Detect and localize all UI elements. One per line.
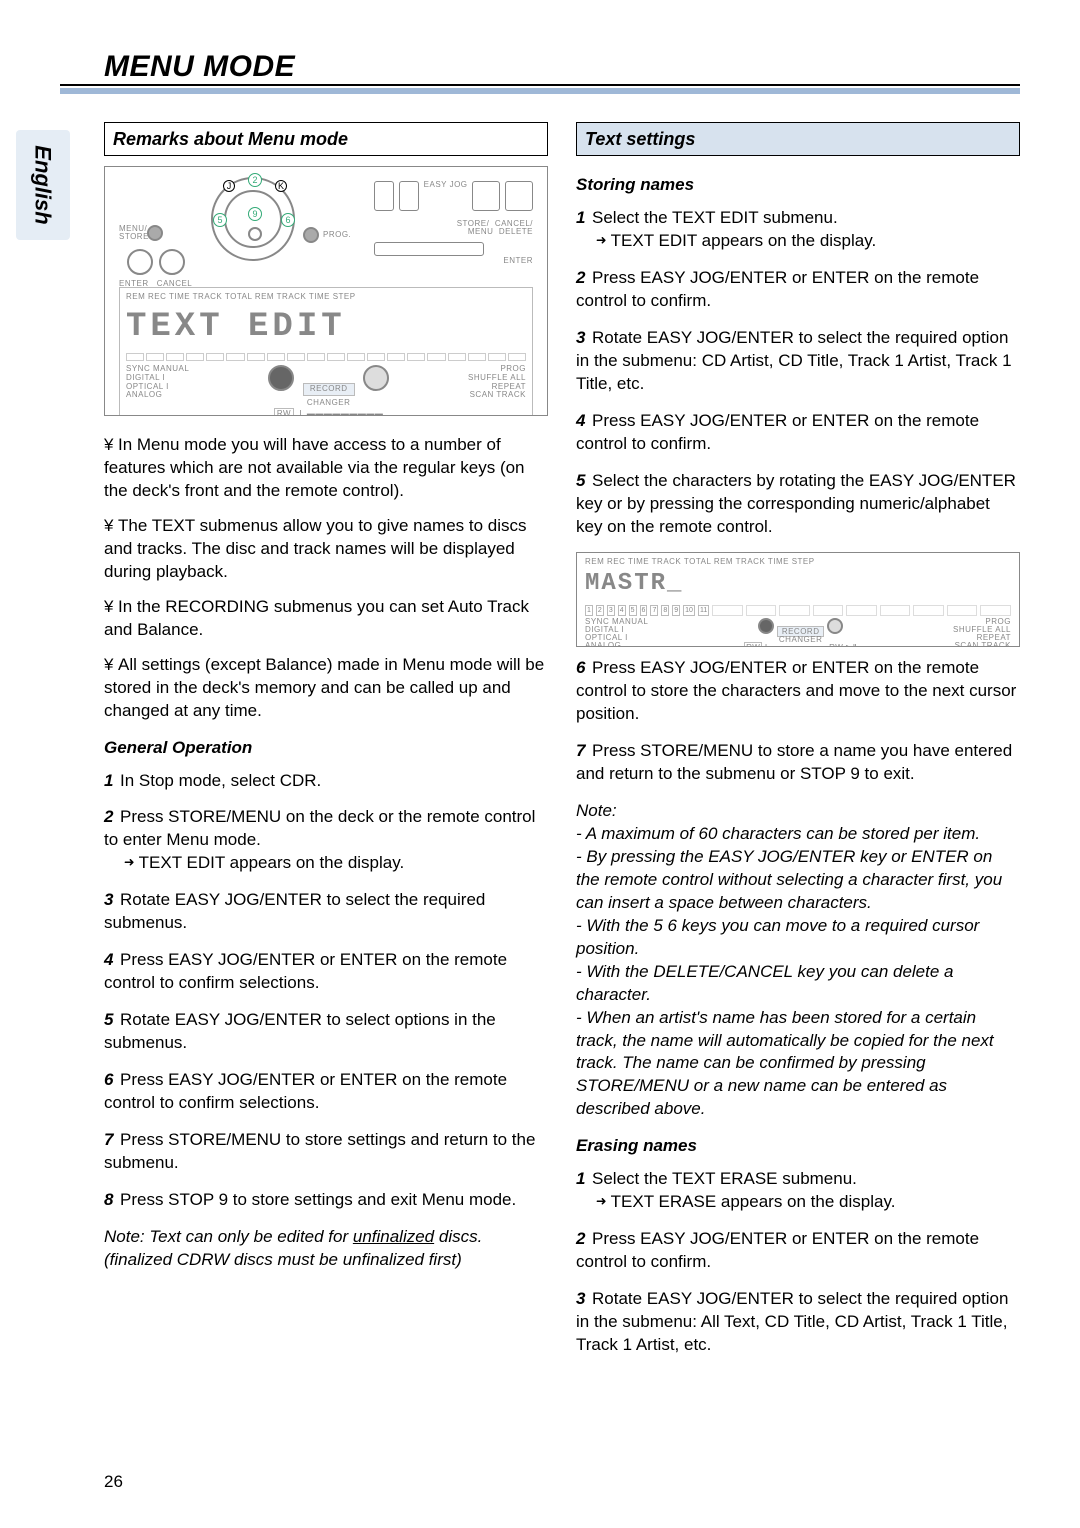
blue-rule [60,88,1020,94]
record-label: RECORD [303,383,355,396]
ts-step-5: 5Select the characters by rotating the E… [576,470,1020,539]
page: MENU MODE English Remarks about Menu mod… [0,0,1080,1528]
gop-step-7: 7Press STORE/MENU to store settings and … [104,1129,548,1175]
s-scan: SCAN TRACK [953,642,1011,647]
gop-step-8: 8Press STOP 9 to store settings and exit… [104,1189,548,1212]
slcd-nums: 1234567891011 [585,605,1011,616]
badge-K: K [275,180,287,192]
ts-step-4: 4Press EASY JOG/ENTER or ENTER on the re… [576,410,1020,456]
note-5: - When an artist's name has been stored … [576,1007,1020,1122]
remark-1: ¥In Menu mode you will have access to a … [104,434,548,503]
remark-2: ¥The TEXT submenus allow you to give nam… [104,515,548,584]
note-3: - With the 5 6 keys you can move to a re… [576,915,1020,961]
er-step-2: 2Press EASY JOG/ENTER or ENTER on the re… [576,1228,1020,1274]
ts-step-1: 1Select the TEXT EDIT submenu. ➜ TEXT ED… [576,207,1020,253]
rw-label: RW [274,408,294,417]
disc-icon-right [363,365,389,391]
remark-3: ¥In the RECORDING submenus you can set A… [104,596,548,642]
lcd: REM REC TIME TRACK TOTAL REM TRACK TIME … [119,287,533,416]
note-2: - By pressing the EASY JOG/ENTER key or … [576,846,1020,915]
gop-step-6: 6Press EASY JOG/ENTER or ENTER on the re… [104,1069,548,1115]
enter-label: ENTER [374,256,533,267]
s-disc-r [827,618,843,634]
title-rule [60,84,1020,86]
s-ana: ANALOG [585,642,648,647]
s-rw: RW [744,642,762,647]
gop-step-5: 5Rotate EASY JOG/ENTER to select options… [104,1009,548,1055]
store-del-label: STORE/ CANCEL/MENU DELETE [374,220,533,236]
gop-step-2: 2Press STORE/MENU on the deck or the rem… [104,806,548,875]
disc-icon-left [268,365,294,391]
gop-step-1: 1In Stop mode, select CDR. [104,770,548,793]
lcd-boxes [126,353,526,361]
analog-label: ANALOG [126,391,189,400]
scan-r: SCAN TRACK [468,391,526,400]
note-head: Note: [576,800,1020,823]
right-column: Text settings Storing names 1Select the … [576,122,1020,1371]
page-title: MENU MODE [104,50,1020,84]
lcd-main: TEXT EDIT [126,305,526,351]
note-4: - With the DELETE/CANCEL key you can del… [576,961,1020,1007]
content-columns: Remarks about Menu mode J K 2 5 9 6 MENU… [104,122,1020,1371]
erasing-heading: Erasing names [576,1135,1020,1158]
gop-step-4: 4Press EASY JOG/ENTER or ENTER on the re… [104,949,548,995]
left-heading: Remarks about Menu mode [104,122,548,156]
ts-step-6: 6Press EASY JOG/ENTER or ENTER on the re… [576,657,1020,726]
remarks-list: ¥In Menu mode you will have access to a … [104,434,548,722]
er-step-1: 1Select the TEXT ERASE submenu. ➜ TEXT E… [576,1168,1020,1214]
prog-btn [303,227,319,243]
enter-knob [127,249,153,275]
language-tab: English [16,130,70,240]
left-column: Remarks about Menu mode J K 2 5 9 6 MENU… [104,122,548,1371]
slcd-main: MASTR_ [585,568,1011,600]
right-heading: Text settings [576,122,1020,156]
s-disc-l [758,618,774,634]
storing-heading: Storing names [576,174,1020,197]
small-lcd: REM REC TIME TRACK TOTAL REM TRACK TIME … [576,552,1020,647]
page-number: 26 [104,1472,123,1492]
s-changer: CHANGER [779,635,823,644]
easyjog-label: EASY JOG [424,181,468,189]
slcd-top: REM REC TIME TRACK TOTAL REM TRACK TIME … [585,557,1011,568]
lcd-top: REM REC TIME TRACK TOTAL REM TRACK TIME … [126,292,526,303]
remote-cluster: EASY JOG STORE/ CANCEL/MENU DELETE ENTER [374,181,533,267]
control-diagram: J K 2 5 9 6 MENU/STORE ENTER CANCEL PROG… [104,166,548,416]
general-heading: General Operation [104,737,548,760]
prog-label: PROG. [323,230,351,241]
ts-step-2: 2Press EASY JOG/ENTER or ENTER on the re… [576,267,1020,313]
language-label: English [30,145,56,224]
remark-4: ¥All settings (except Balance) made in M… [104,654,548,723]
cancel-knob [159,249,185,275]
gop-step-3: 3Rotate EASY JOG/ENTER to select the req… [104,889,548,935]
ts-step-7: 7Press STORE/MENU to store a name you ha… [576,740,1020,786]
lcd-bottom: SYNC MANUAL DIGITAL I OPTICAL I ANALOG R… [126,365,526,416]
left-note: Note: Text can only be edited for unfina… [104,1226,548,1272]
ts-step-3: 3Rotate EASY JOG/ENTER to select the req… [576,327,1020,396]
note-1: - A maximum of 60 characters can be stor… [576,823,1020,846]
er-step-3: 3Rotate EASY JOG/ENTER to select the req… [576,1288,1020,1357]
